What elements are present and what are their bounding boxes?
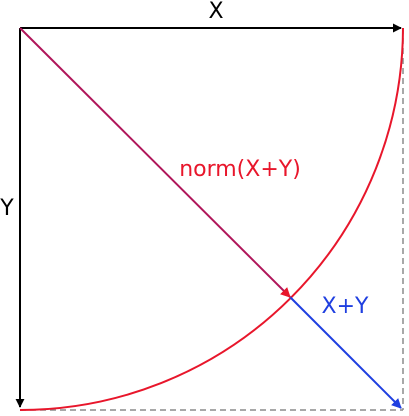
y-label: Y	[0, 196, 14, 221]
sum-label: X+Y	[322, 294, 370, 319]
norm-label: norm(X+Y)	[179, 157, 301, 182]
x-label: X	[208, 0, 223, 24]
